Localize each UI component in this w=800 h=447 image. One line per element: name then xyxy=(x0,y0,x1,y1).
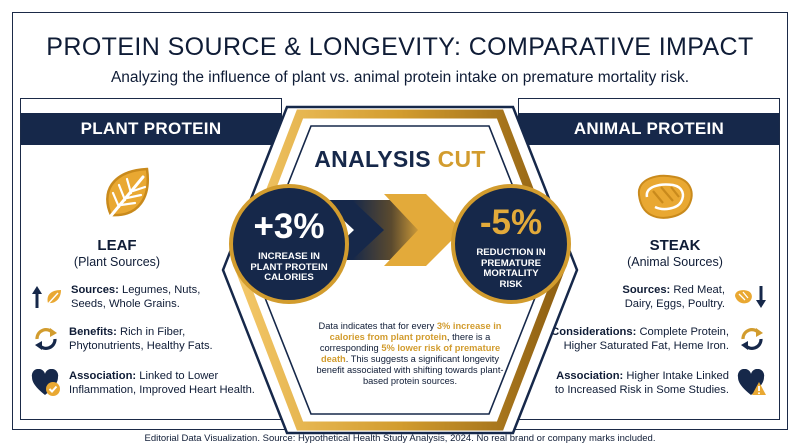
analysis-description: Data indicates that for every 3% increas… xyxy=(312,321,508,387)
mortality-reduction-label-3: MORTALITY xyxy=(483,268,539,279)
analysis-heading: ANALYSIS CUT xyxy=(300,146,500,173)
plant-association-text1: Linked to Lower xyxy=(136,370,219,382)
cycle-arrows-icon xyxy=(741,328,763,350)
animal-sources-row: Sources: Red Meat, Dairy, Eggs, Poultry. xyxy=(517,283,767,311)
plant-association-text2: Inflammation, Improved Heart Health. xyxy=(69,384,255,396)
plant-benefits-text1: Rich in Fiber, xyxy=(116,326,186,338)
plant-increase-label-1: INCREASE IN xyxy=(258,251,320,262)
analysis-heading-b: CUT xyxy=(437,146,486,172)
animal-considerations-text2: Higher Saturated Fat, Heme Iron. xyxy=(563,340,729,352)
mortality-reduction-value: -5% xyxy=(479,203,543,242)
plant-increase-label-3: CALORIES xyxy=(264,272,314,283)
mortality-reduction-label-4: RISK xyxy=(499,278,523,290)
plant-sources-text1: Legumes, Nuts, xyxy=(118,284,201,296)
animal-association-text1: Higher Intake Linked xyxy=(623,370,729,382)
animal-association-row: Association: Higher Intake Linked to Incr… xyxy=(517,369,767,397)
animal-considerations-text1: Complete Protein, xyxy=(636,326,729,338)
animal-considerations-row: Considerations: Complete Protein, Higher … xyxy=(517,325,767,353)
plant-association-label: Association: xyxy=(69,370,137,382)
animal-association-text2: to Increased Risk in Some Studies. xyxy=(554,384,729,396)
mortality-reduction-label-2: PREMATURE xyxy=(480,257,542,269)
plant-sources-row: Sources: Legumes, Nuts, Seeds, Whole Grai… xyxy=(31,283,281,311)
heart-check-icon xyxy=(31,369,60,396)
plant-sources-label: Sources: xyxy=(71,284,119,296)
animal-protein-banner: ANIMAL PROTEIN xyxy=(519,113,779,145)
mortality-reduction-circle: -5% REDUCTION IN PREMATURE MORTALITY RIS… xyxy=(455,204,567,290)
animal-association-label: Association: xyxy=(556,370,624,382)
mortality-reduction-label-1: REDUCTION IN xyxy=(476,247,546,258)
desc-part-1: Data indicates that for every xyxy=(318,321,437,331)
arrow-up-icon xyxy=(32,286,42,308)
steak-icon xyxy=(637,174,693,219)
plant-benefits-text2: Phytonutrients, Healthy Fats. xyxy=(69,340,213,352)
animal-source-name: STEAK xyxy=(649,237,701,254)
analysis-heading-a: ANALYSIS xyxy=(314,146,431,172)
page-title: PROTEIN SOURCE & LONGEVITY: COMPARATIVE … xyxy=(46,33,754,61)
animal-sources-text1: Red Meat, xyxy=(670,284,725,296)
desc-part-3: . This suggests a significant longevity … xyxy=(316,354,504,386)
plant-increase-circle: +3% INCREASE IN PLANT PROTEIN CALORIES xyxy=(233,208,345,284)
plant-sources-text2: Seeds, Whole Grains. xyxy=(71,298,180,310)
desc-part-2: , there is a corresponding xyxy=(319,332,491,353)
heart-warning-icon xyxy=(737,369,766,395)
footer-note: Editorial Data Visualization. Source: Hy… xyxy=(144,433,656,444)
small-leaf-icon xyxy=(46,290,61,306)
desc-highlight-2: 5% lower risk of premature death xyxy=(320,343,501,364)
small-steak-icon xyxy=(735,290,752,304)
plant-association-row: Association: Linked to Lower Inflammation… xyxy=(31,369,281,397)
plant-increase-label-2: PLANT PROTEIN xyxy=(250,261,328,273)
plant-benefits-row: Benefits: Rich in Fiber, Phytonutrients, … xyxy=(31,325,281,353)
animal-source-sub: (Animal Sources) xyxy=(627,255,723,269)
leaf-icon xyxy=(103,167,149,225)
arrow-down-icon xyxy=(756,286,766,308)
page-subtitle: Analyzing the influence of plant vs. ani… xyxy=(110,69,690,86)
cycle-arrows-icon xyxy=(35,328,57,350)
animal-sources-label: Sources: xyxy=(622,284,671,296)
plant-source-name: LEAF xyxy=(97,237,137,254)
animal-sources-text2: Dairy, Eggs, Poultry. xyxy=(624,298,725,310)
plant-source-sub: (Plant Sources) xyxy=(73,255,161,269)
plant-benefits-label: Benefits: xyxy=(69,326,117,338)
animal-considerations-label: Considerations: xyxy=(551,326,637,338)
desc-highlight-1: 3% increase in calories from plant prote… xyxy=(329,321,502,342)
plant-protein-banner: PLANT PROTEIN xyxy=(21,113,281,145)
plant-increase-value: +3% xyxy=(253,207,325,246)
